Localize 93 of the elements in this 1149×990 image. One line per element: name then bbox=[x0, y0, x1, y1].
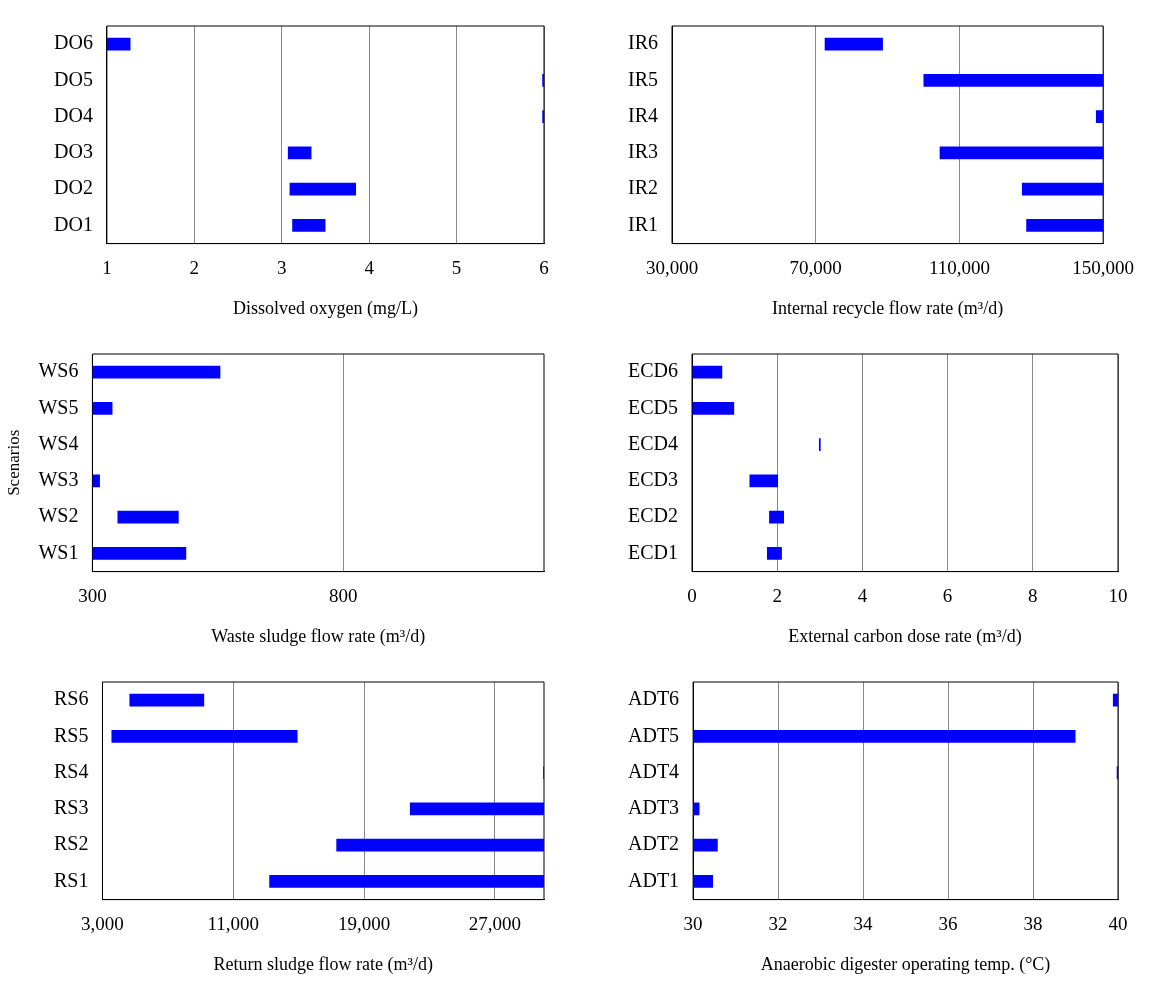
y-tick-label: RS2 bbox=[53, 832, 89, 855]
x-tick-label: 4 bbox=[857, 584, 868, 606]
x-axis-title: External carbon dose rate (m³/d) bbox=[788, 625, 1022, 647]
y-tick-label: ADT3 bbox=[627, 796, 680, 819]
x-tick-label: 0 bbox=[687, 584, 697, 606]
x-tick-label: 6 bbox=[539, 256, 549, 278]
y-tick-label: IR4 bbox=[628, 103, 658, 126]
bar bbox=[292, 219, 326, 232]
y-tick-label: ADT2 bbox=[627, 832, 680, 855]
x-tick-label: 36 bbox=[938, 912, 958, 934]
x-axis-title: Internal recycle flow rate (m³/d) bbox=[771, 297, 1004, 319]
y-tick-label: ECD3 bbox=[628, 468, 678, 491]
y-tick-label: ECD5 bbox=[628, 395, 678, 418]
bar bbox=[92, 402, 113, 415]
y-tick-label: WS2 bbox=[38, 504, 79, 527]
y-tick-label: ECD4 bbox=[628, 431, 678, 454]
bar bbox=[289, 182, 357, 196]
bar bbox=[692, 365, 723, 379]
bar bbox=[693, 838, 718, 852]
x-tick-label: 2 bbox=[772, 584, 782, 606]
x-tick-label: 40 bbox=[1108, 912, 1128, 934]
bar bbox=[129, 693, 205, 707]
x-tick-label: 1 bbox=[102, 256, 112, 278]
bar bbox=[92, 365, 221, 379]
x-tick-label: 34 bbox=[853, 912, 874, 934]
x-tick-label: 110,000 bbox=[928, 256, 990, 278]
bar bbox=[409, 802, 544, 816]
bar bbox=[117, 510, 179, 524]
x-tick-label: 27,000 bbox=[468, 912, 522, 934]
y-tick-label: ECD2 bbox=[628, 504, 678, 527]
y-tick-label: ADT4 bbox=[627, 759, 680, 782]
x-tick-label: 300 bbox=[78, 584, 107, 606]
x-axis-title: Return sludge flow rate (m³/d) bbox=[213, 953, 433, 975]
x-tick-label: 10 bbox=[1108, 584, 1128, 606]
bar bbox=[1112, 693, 1118, 707]
y-tick-label: RS1 bbox=[53, 868, 89, 891]
x-tick-label: 5 bbox=[451, 256, 462, 278]
y-tick-label: WS1 bbox=[38, 540, 79, 563]
y-tick-label: IR5 bbox=[628, 67, 658, 90]
x-tick-label: 11,000 bbox=[207, 912, 260, 934]
y-tick-label: RS6 bbox=[53, 687, 89, 710]
x-axis-title: Anaerobic digester operating temp. (°C) bbox=[760, 953, 1051, 975]
x-tick-label: 32 bbox=[768, 912, 788, 934]
x-tick-label: 3,000 bbox=[81, 912, 124, 934]
x-tick-label: 800 bbox=[329, 584, 358, 606]
bar bbox=[106, 37, 131, 51]
y-tick-label: WS4 bbox=[38, 431, 79, 454]
y-tick-label: RS5 bbox=[53, 723, 89, 746]
x-tick-label: 150,000 bbox=[1072, 256, 1134, 278]
x-tick-label: 30 bbox=[683, 912, 703, 934]
x-tick-label: 70,000 bbox=[789, 256, 842, 278]
bar bbox=[693, 875, 714, 888]
bar bbox=[111, 730, 298, 743]
y-tick-label: ECD6 bbox=[628, 359, 678, 382]
bar bbox=[749, 474, 779, 488]
bar bbox=[269, 875, 544, 888]
y-tick-label: WS6 bbox=[38, 359, 79, 382]
bar bbox=[692, 402, 735, 415]
y-tick-label: RS4 bbox=[53, 759, 89, 782]
x-axis-title: Dissolved oxygen (mg/L) bbox=[232, 297, 418, 319]
y-tick-label: ADT6 bbox=[627, 687, 680, 710]
x-tick-label: 19,000 bbox=[337, 912, 391, 934]
y-tick-label: IR6 bbox=[628, 31, 658, 54]
y-tick-label: IR2 bbox=[628, 176, 658, 199]
y-tick-label: ADT1 bbox=[627, 868, 680, 891]
y-tick-label: DO1 bbox=[54, 212, 93, 235]
x-tick-label: 30,000 bbox=[645, 256, 699, 278]
x-axis-title: Waste sludge flow rate (m³/d) bbox=[211, 625, 426, 647]
y-tick-label: DO4 bbox=[54, 103, 93, 126]
x-tick-label: 4 bbox=[364, 256, 375, 278]
bar bbox=[92, 547, 187, 560]
y-tick-label: RS3 bbox=[53, 796, 89, 819]
y-tick-label: DO3 bbox=[54, 140, 93, 163]
x-tick-label: 3 bbox=[276, 256, 287, 278]
y-tick-label: WS3 bbox=[38, 468, 79, 491]
y-axis-title: Scenarios bbox=[3, 429, 23, 496]
y-tick-label: DO6 bbox=[54, 31, 93, 54]
y-tick-label: IR1 bbox=[628, 212, 658, 235]
bar bbox=[336, 838, 544, 852]
y-tick-label: ECD1 bbox=[628, 540, 678, 563]
y-tick-label: WS5 bbox=[38, 395, 79, 418]
x-tick-label: 38 bbox=[1023, 912, 1043, 934]
x-tick-label: 6 bbox=[942, 584, 953, 606]
bar bbox=[769, 510, 785, 524]
bar bbox=[287, 146, 312, 160]
bar bbox=[766, 547, 782, 560]
y-tick-label: DO5 bbox=[54, 67, 93, 90]
y-tick-label: IR3 bbox=[628, 140, 658, 163]
y-tick-label: ADT5 bbox=[627, 723, 680, 746]
x-tick-label: 8 bbox=[1028, 584, 1038, 606]
y-tick-label: DO2 bbox=[54, 176, 93, 199]
bar bbox=[693, 730, 1076, 743]
x-tick-label: 2 bbox=[189, 256, 200, 278]
